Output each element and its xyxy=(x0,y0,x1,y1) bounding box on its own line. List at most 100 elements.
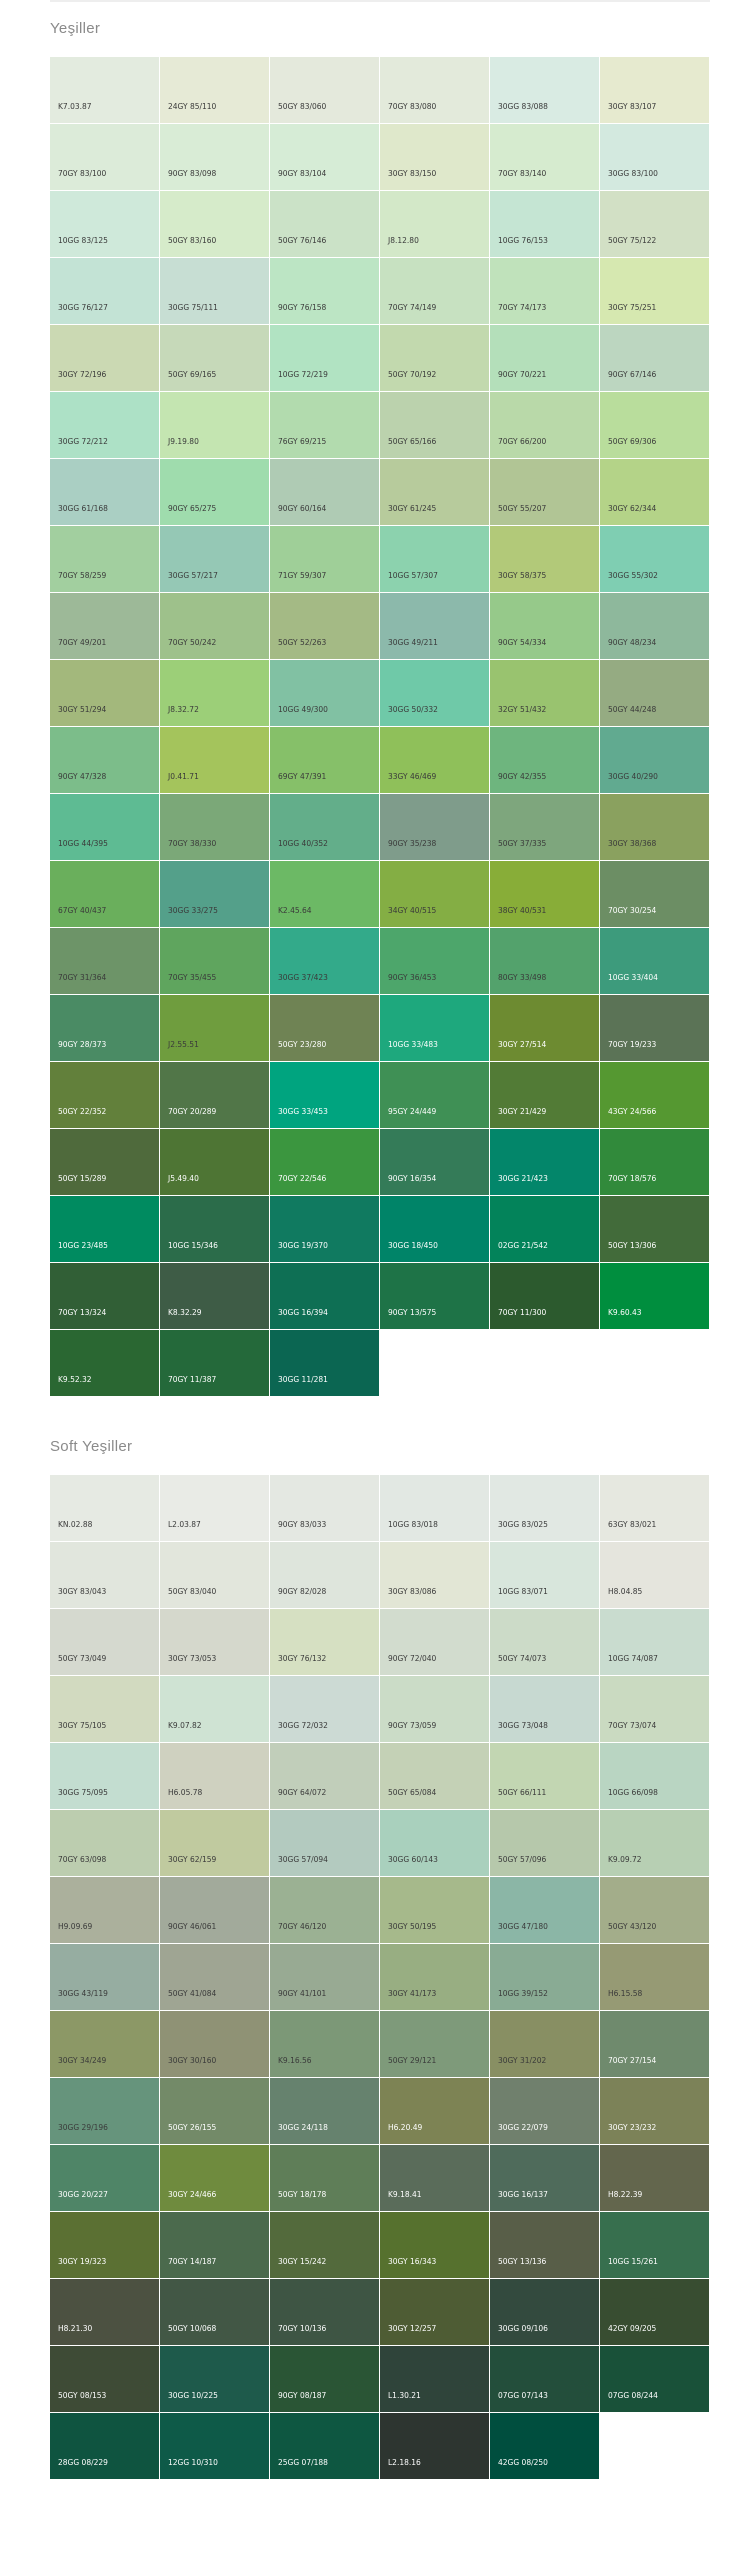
swatch-label: J8.32.72 xyxy=(168,705,199,714)
swatch-label: 50GY 73/049 xyxy=(58,1654,107,1663)
swatch: 25GG 07/188 xyxy=(270,2413,379,2479)
swatch-label: 90GY 83/033 xyxy=(278,1520,327,1529)
swatch-label: 30GG 40/290 xyxy=(608,772,658,781)
swatch-label: 10GG 39/152 xyxy=(498,1989,548,1998)
swatch-label: 90GY 48/234 xyxy=(608,638,657,647)
swatch-label: 90GY 60/164 xyxy=(278,504,327,513)
swatch: L2.03.87 xyxy=(160,1475,269,1541)
swatch-label: 70GY 13/324 xyxy=(58,1308,107,1317)
swatch-label: 30GY 83/086 xyxy=(388,1587,437,1596)
swatch: 90GY 70/221 xyxy=(490,325,599,391)
swatch: 30GY 12/257 xyxy=(380,2279,489,2345)
swatch-label: 10GG 76/153 xyxy=(498,236,548,245)
swatch-label: 30GY 83/043 xyxy=(58,1587,107,1596)
swatch-label: 33GY 46/469 xyxy=(388,772,437,781)
swatch: 33GY 46/469 xyxy=(380,727,489,793)
swatch-label: 30GY 23/232 xyxy=(608,2123,657,2132)
swatch-label: 90GY 16/354 xyxy=(388,1174,437,1183)
swatch: 07GG 08/244 xyxy=(600,2346,709,2412)
swatch-label: 50GY 83/040 xyxy=(168,1587,217,1596)
swatch-label: 24GY 85/110 xyxy=(168,102,217,111)
swatch-label: 30GY 73/053 xyxy=(168,1654,217,1663)
swatch: K7.03.87 xyxy=(50,57,159,123)
swatch: 90GY 41/101 xyxy=(270,1944,379,2010)
swatch-label: 70GY 58/259 xyxy=(58,571,107,580)
swatch: 70GY 11/300 xyxy=(490,1263,599,1329)
swatch: 10GG 83/018 xyxy=(380,1475,489,1541)
swatch-label: 50GY 69/165 xyxy=(168,370,217,379)
swatch-label: 30GG 20/227 xyxy=(58,2190,108,2199)
swatch-label: K2.45.64 xyxy=(278,906,312,915)
swatch-label: 30GY 21/429 xyxy=(498,1107,547,1116)
swatch: 30GY 83/107 xyxy=(600,57,709,123)
swatch: 30GG 47/180 xyxy=(490,1877,599,1943)
swatch-label: 70GY 35/455 xyxy=(168,973,217,982)
swatch-label: 50GY 65/166 xyxy=(388,437,437,446)
swatch: 50GY 15/289 xyxy=(50,1129,159,1195)
swatch: 90GY 46/061 xyxy=(160,1877,269,1943)
swatch-label: K9.07.82 xyxy=(168,1721,202,1730)
swatch: 30GG 55/302 xyxy=(600,526,709,592)
swatch: 90GY 64/072 xyxy=(270,1743,379,1809)
swatch-label: 30GG 43/119 xyxy=(58,1989,108,1998)
swatch-label: 10GG 57/307 xyxy=(388,571,438,580)
swatch-label: 50GY 76/146 xyxy=(278,236,327,245)
swatch-label: H9.09.69 xyxy=(58,1922,93,1931)
swatch-label: 50GY 83/160 xyxy=(168,236,217,245)
swatch-label: 50GY 44/248 xyxy=(608,705,657,714)
swatch-label: L1.30.21 xyxy=(388,2391,421,2400)
swatch: 32GY 51/432 xyxy=(490,660,599,726)
swatch-label: 10GG 49/300 xyxy=(278,705,328,714)
swatch-label: 50GY 08/153 xyxy=(58,2391,107,2400)
swatch: 50GY 41/084 xyxy=(160,1944,269,2010)
swatch-label: 50GY 43/120 xyxy=(608,1922,657,1931)
swatch-label: 30GY 50/195 xyxy=(388,1922,437,1931)
swatch-label: K9.09.72 xyxy=(608,1855,642,1864)
swatch: 30GY 21/429 xyxy=(490,1062,599,1128)
swatch-label: 50GY 10/068 xyxy=(168,2324,217,2333)
swatch-label: K8.32.29 xyxy=(168,1308,202,1317)
swatch-label: 50GY 65/084 xyxy=(388,1788,437,1797)
swatch-label: 42GG 08/250 xyxy=(498,2458,548,2467)
swatch: 10GG 15/346 xyxy=(160,1196,269,1262)
swatch-label: 50GY 29/121 xyxy=(388,2056,437,2065)
swatch-label: 30GG 83/100 xyxy=(608,169,658,178)
swatch: 30GY 73/053 xyxy=(160,1609,269,1675)
swatch: 10GG 33/483 xyxy=(380,995,489,1061)
swatch-label: 43GY 24/566 xyxy=(608,1107,657,1116)
swatch-label: 30GY 72/196 xyxy=(58,370,107,379)
swatch-label: 30GG 10/225 xyxy=(168,2391,218,2400)
swatch: 70GY 63/098 xyxy=(50,1810,159,1876)
swatch-label: 07GG 08/244 xyxy=(608,2391,658,2400)
swatch: 50GY 74/073 xyxy=(490,1609,599,1675)
swatch: H9.09.69 xyxy=(50,1877,159,1943)
swatch: K9.52.32 xyxy=(50,1330,159,1396)
swatch: 90GY 83/098 xyxy=(160,124,269,190)
swatch-label: 30GG 11/281 xyxy=(278,1375,328,1384)
swatch: 50GY 83/040 xyxy=(160,1542,269,1608)
swatch-label: 30GG 83/025 xyxy=(498,1520,548,1529)
swatch: J2.55.51 xyxy=(160,995,269,1061)
swatch: J8.12.80 xyxy=(380,191,489,257)
swatch-label: 10GG 33/483 xyxy=(388,1040,438,1049)
swatch-label: 30GG 60/143 xyxy=(388,1855,438,1864)
swatch-label: 90GY 47/328 xyxy=(58,772,107,781)
swatch-label: 90GY 67/146 xyxy=(608,370,657,379)
swatch: 50GY 52/263 xyxy=(270,593,379,659)
swatch: 10GG 83/071 xyxy=(490,1542,599,1608)
swatch: 30GG 21/423 xyxy=(490,1129,599,1195)
swatch-label: 70GY 46/120 xyxy=(278,1922,327,1931)
swatch: 70GY 38/330 xyxy=(160,794,269,860)
swatch-label: 30GY 24/466 xyxy=(168,2190,217,2199)
swatch-label: 30GG 55/302 xyxy=(608,571,658,580)
swatch-label: 70GY 14/187 xyxy=(168,2257,217,2266)
swatch-label: 70GY 11/387 xyxy=(168,1375,217,1384)
swatch-label: 28GG 08/229 xyxy=(58,2458,108,2467)
swatch: 10GG 76/153 xyxy=(490,191,599,257)
swatch-label: 50GY 83/060 xyxy=(278,102,327,111)
swatch-label: 30GY 30/160 xyxy=(168,2056,217,2065)
swatch: 50GY 43/120 xyxy=(600,1877,709,1943)
swatch: 10GG 39/152 xyxy=(490,1944,599,2010)
swatch: 70GY 14/187 xyxy=(160,2212,269,2278)
swatch: 10GG 66/098 xyxy=(600,1743,709,1809)
